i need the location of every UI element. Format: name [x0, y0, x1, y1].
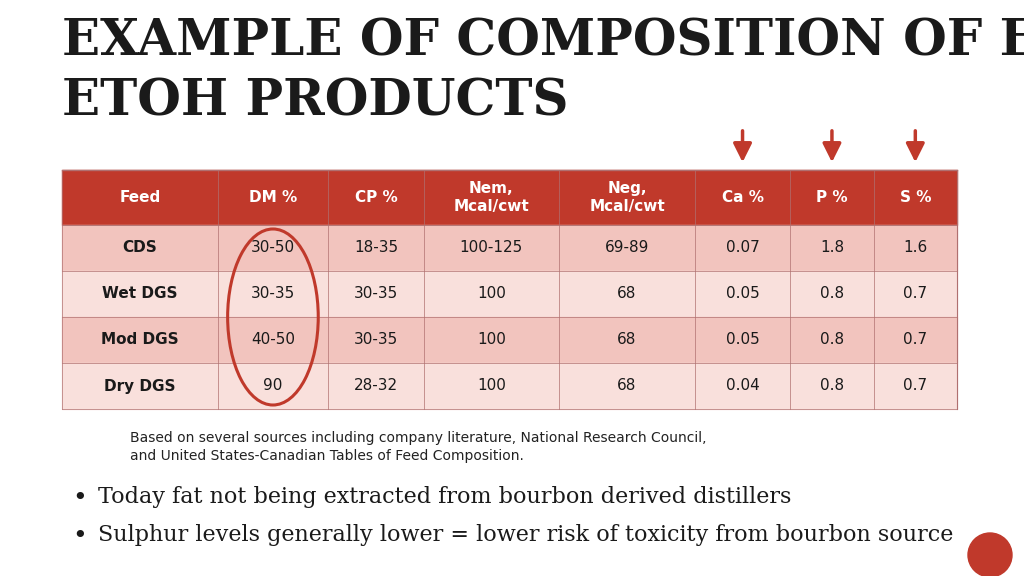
Text: 0.8: 0.8 — [820, 378, 844, 393]
Text: 1.8: 1.8 — [820, 241, 844, 256]
Bar — [62, 225, 957, 271]
Text: 30-35: 30-35 — [251, 286, 295, 301]
Text: 68: 68 — [617, 332, 637, 347]
Text: 100: 100 — [477, 332, 506, 347]
Text: 0.7: 0.7 — [903, 378, 928, 393]
Text: 0.7: 0.7 — [903, 286, 928, 301]
Bar — [62, 170, 957, 225]
Text: 69-89: 69-89 — [605, 241, 649, 256]
Text: Wet DGS: Wet DGS — [102, 286, 177, 301]
Text: 30-35: 30-35 — [353, 332, 398, 347]
Text: P %: P % — [816, 190, 848, 205]
Text: •: • — [72, 524, 87, 548]
Text: Ca %: Ca % — [722, 190, 764, 205]
Text: 28-32: 28-32 — [354, 378, 398, 393]
Bar — [62, 363, 957, 409]
Text: Nem,
Mcal/cwt: Nem, Mcal/cwt — [454, 181, 529, 214]
Text: 0.04: 0.04 — [726, 378, 760, 393]
Text: 40-50: 40-50 — [251, 332, 295, 347]
Text: 100: 100 — [477, 286, 506, 301]
Bar — [62, 317, 957, 363]
Text: Neg,
Mcal/cwt: Neg, Mcal/cwt — [589, 181, 665, 214]
Text: 30-35: 30-35 — [353, 286, 398, 301]
Text: Sulphur levels generally lower = lower risk of toxicity from bourbon source: Sulphur levels generally lower = lower r… — [98, 524, 953, 546]
Text: EXAMPLE OF COMPOSITION OF ENERGY: EXAMPLE OF COMPOSITION OF ENERGY — [62, 18, 1024, 67]
Text: Based on several sources including company literature, National Research Council: Based on several sources including compa… — [130, 431, 707, 445]
Text: 68: 68 — [617, 286, 637, 301]
Text: ETOH PRODUCTS: ETOH PRODUCTS — [62, 78, 568, 127]
Circle shape — [968, 533, 1012, 576]
Text: Feed: Feed — [119, 190, 161, 205]
Text: 30-50: 30-50 — [251, 241, 295, 256]
Text: 0.7: 0.7 — [903, 332, 928, 347]
Text: 0.05: 0.05 — [726, 332, 760, 347]
Text: 0.05: 0.05 — [726, 286, 760, 301]
Text: 90: 90 — [263, 378, 283, 393]
Text: Dry DGS: Dry DGS — [104, 378, 175, 393]
Text: •: • — [72, 486, 87, 510]
Text: S %: S % — [899, 190, 931, 205]
Text: and United States-Canadian Tables of Feed Composition.: and United States-Canadian Tables of Fee… — [130, 449, 524, 463]
Text: 0.8: 0.8 — [820, 286, 844, 301]
Text: 100: 100 — [477, 378, 506, 393]
Text: Today fat not being extracted from bourbon derived distillers: Today fat not being extracted from bourb… — [98, 486, 792, 508]
Text: 0.07: 0.07 — [726, 241, 760, 256]
Text: CDS: CDS — [123, 241, 158, 256]
Text: 0.8: 0.8 — [820, 332, 844, 347]
Text: DM %: DM % — [249, 190, 297, 205]
Text: 1.6: 1.6 — [903, 241, 928, 256]
Text: Mod DGS: Mod DGS — [101, 332, 178, 347]
Text: 68: 68 — [617, 378, 637, 393]
Text: 18-35: 18-35 — [354, 241, 398, 256]
Bar — [62, 271, 957, 317]
Text: 100-125: 100-125 — [460, 241, 523, 256]
Text: CP %: CP % — [354, 190, 397, 205]
